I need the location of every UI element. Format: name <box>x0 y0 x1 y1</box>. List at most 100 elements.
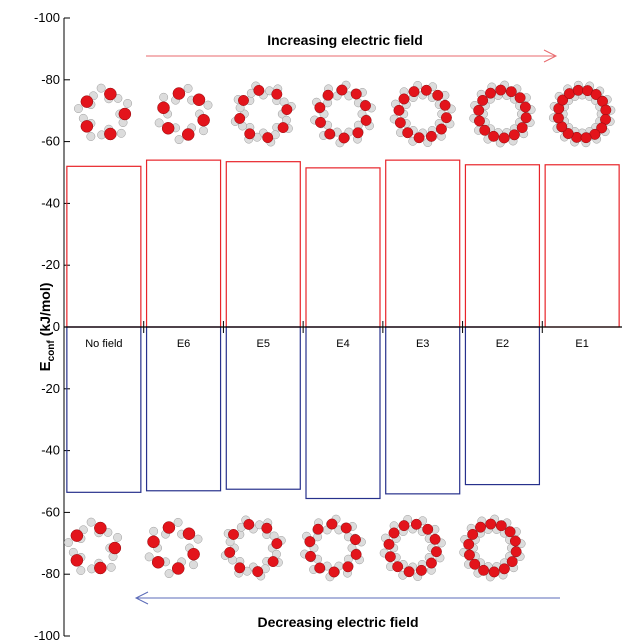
hydrogen-atom <box>159 92 169 102</box>
oxygen-atom <box>474 115 485 127</box>
water-cluster-top-1 <box>154 83 213 145</box>
category-label-5: E2 <box>496 338 509 350</box>
oxygen-atom <box>388 527 400 539</box>
oxygen-atom <box>435 123 447 135</box>
oxygen-atom <box>553 112 564 124</box>
oxygen-atom <box>590 89 602 100</box>
oxygen-atom <box>510 546 522 558</box>
hydrogen-atom <box>183 83 193 93</box>
oxygen-atom <box>326 518 338 530</box>
arrow-increasing-head <box>543 49 558 63</box>
oxygen-atom <box>243 518 255 530</box>
oxygen-atom <box>420 84 432 96</box>
bar-series0-e2 <box>464 164 541 328</box>
hydrogen-atom <box>193 534 203 544</box>
category-label-6: E1 <box>575 338 588 350</box>
category-label-0: No field <box>85 338 122 350</box>
oxygen-atom <box>439 99 451 111</box>
oxygen-atom <box>519 101 531 113</box>
y-tick-label-4: -20 <box>41 257 60 272</box>
hydrogen-atom <box>173 517 183 527</box>
oxygen-atom <box>151 556 165 569</box>
oxygen-atom <box>509 535 521 547</box>
annotations: Increasing electric field Decreasing ele… <box>134 32 560 630</box>
water-cluster-images <box>63 80 616 582</box>
oxygen-atom <box>580 132 592 144</box>
oxygen-atom <box>104 127 117 141</box>
water-cluster-top-4 <box>389 80 456 148</box>
oxygen-atom <box>350 534 361 546</box>
oxygen-atom <box>197 113 210 127</box>
oxygen-atom <box>495 84 507 96</box>
oxygen-atom <box>360 114 372 126</box>
oxygen-atom <box>392 561 404 573</box>
oxygen-atom <box>520 112 532 124</box>
oxygen-atom <box>305 550 316 562</box>
hydrogen-atom <box>86 132 96 141</box>
oxygen-atom <box>94 521 107 535</box>
oxygen-atom <box>340 522 352 534</box>
svg-text:Econf(kJ/mol): Econf (kJ/mol) <box>37 283 57 372</box>
oxygen-atom <box>80 120 94 133</box>
water-cluster-bottom-5 <box>459 514 526 582</box>
water-cluster-bottom-3 <box>300 514 366 582</box>
bar-series1-e2 <box>464 326 541 486</box>
oxygen-atom <box>147 535 160 549</box>
oxygen-atom <box>312 523 324 535</box>
oxygen-atom <box>440 112 452 124</box>
oxygen-atom <box>479 124 491 136</box>
oxygen-atom <box>338 132 350 144</box>
oxygen-atom <box>508 129 520 141</box>
oxygen-atom <box>425 557 437 569</box>
oxygen-atom <box>350 548 362 560</box>
oxygen-atom <box>596 122 608 134</box>
hydrogen-atom <box>63 538 73 548</box>
y-label-unit: (kJ/mol) <box>37 283 53 337</box>
oxygen-atom <box>224 546 236 558</box>
oxygen-atom <box>360 100 371 112</box>
oxygen-atom <box>322 89 334 101</box>
oxygen-atom <box>271 88 283 100</box>
oxygen-atom <box>506 556 518 568</box>
water-cluster-top-5 <box>469 80 536 148</box>
oxygen-atom <box>469 558 481 570</box>
oxygen-atom <box>477 94 489 106</box>
oxygen-atom <box>600 104 612 116</box>
oxygen-atom <box>228 528 239 540</box>
oxygen-atom <box>505 86 517 98</box>
y-label-main: E <box>37 361 54 371</box>
oxygen-atom <box>281 104 293 116</box>
bar-series1-e3 <box>385 326 461 495</box>
water-cluster-bottom-0 <box>63 517 123 575</box>
oxygen-atom <box>488 130 500 142</box>
water-cluster-bottom-2 <box>220 515 286 581</box>
water-cluster-top-6 <box>548 80 616 148</box>
y-label-sub: conf <box>46 340 57 362</box>
oxygen-atom <box>495 520 507 532</box>
y-tick-label-8: -60 <box>41 504 60 519</box>
oxygen-atom <box>478 564 490 576</box>
water-cluster-top-3 <box>310 80 376 148</box>
hydrogen-atom <box>86 517 96 527</box>
oxygen-atom <box>234 112 246 124</box>
oxygen-atom <box>415 564 427 576</box>
oxygen-atom <box>398 520 410 532</box>
y-tick-label-9: -80 <box>41 566 60 581</box>
oxygen-atom <box>408 86 420 98</box>
oxygen-atom <box>422 523 434 535</box>
arrow-decreasing-head <box>134 591 149 605</box>
oxygen-atom <box>314 102 326 114</box>
hydrogen-atom <box>144 552 154 562</box>
y-tick-label-6: -20 <box>41 381 60 396</box>
oxygen-atom <box>398 93 410 105</box>
oxygen-atom <box>464 549 475 561</box>
hydrogen-atom <box>73 104 83 114</box>
oxygen-atom <box>410 518 422 530</box>
oxygen-atom <box>171 562 185 575</box>
oxygen-atom <box>94 561 107 575</box>
oxygen-atom <box>253 84 265 96</box>
oxygen-atom <box>181 128 195 141</box>
oxygen-atom <box>244 128 256 140</box>
oxygen-atom <box>70 529 84 542</box>
